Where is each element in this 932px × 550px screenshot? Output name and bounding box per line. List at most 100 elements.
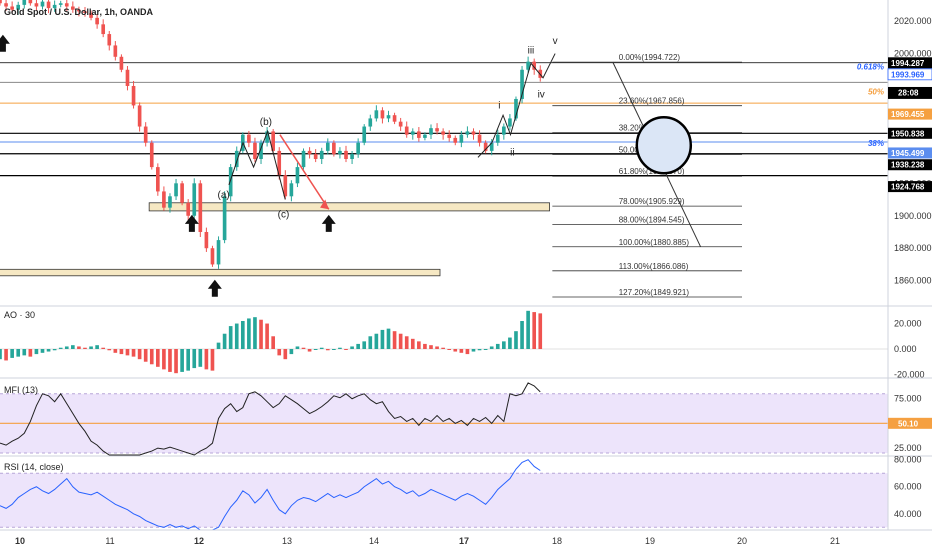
price-label-text: 1950.838 bbox=[891, 129, 925, 138]
candle-body bbox=[64, 3, 69, 7]
ao-bar bbox=[198, 349, 203, 367]
candle-body bbox=[514, 98, 518, 119]
price-label-text: 1924.768 bbox=[891, 183, 925, 192]
ao-bar bbox=[143, 349, 148, 362]
ao-bar bbox=[423, 343, 427, 349]
candle-body bbox=[253, 142, 257, 159]
candle-body bbox=[526, 61, 530, 70]
candle-body bbox=[204, 231, 209, 249]
fib-label: 23.60%(1967.856) bbox=[619, 97, 685, 106]
ao-bar bbox=[162, 349, 166, 370]
candle-body bbox=[325, 142, 330, 151]
ao-bar bbox=[368, 336, 373, 349]
wave-label: iii bbox=[528, 46, 535, 57]
ao-bar bbox=[113, 349, 118, 353]
candle-body bbox=[332, 142, 336, 155]
time-tick-label: 10 bbox=[15, 536, 25, 546]
ao-bar bbox=[453, 349, 458, 352]
candle-body bbox=[386, 115, 391, 119]
ao-bar bbox=[271, 336, 275, 349]
candle-body bbox=[131, 85, 136, 106]
wave-impulse-line bbox=[477, 53, 556, 158]
candle-body bbox=[301, 150, 306, 168]
rsi-tick-label: 40.000 bbox=[894, 509, 922, 519]
ao-bar bbox=[392, 331, 397, 349]
candle-body bbox=[350, 154, 354, 159]
price-label-text: 1993.969 bbox=[891, 70, 925, 79]
candle-body bbox=[489, 142, 494, 151]
candle-body bbox=[52, 4, 57, 9]
red-arrow-line bbox=[279, 134, 330, 210]
ao-bar bbox=[0, 349, 2, 360]
candle-body bbox=[423, 134, 427, 138]
candle-body bbox=[119, 56, 124, 70]
candle-body bbox=[10, 6, 14, 10]
ao-bar bbox=[259, 319, 263, 349]
side-annotation: 38% bbox=[868, 139, 884, 148]
candle-body bbox=[483, 142, 488, 151]
ao-bar bbox=[156, 349, 160, 367]
ao-bar bbox=[489, 346, 494, 349]
main-pane[interactable]: 0.00%(1994.722)23.60%(1967.856)38.20%(19… bbox=[0, 0, 888, 298]
candle-body bbox=[398, 121, 403, 127]
ao-bar bbox=[58, 347, 63, 349]
candle-body bbox=[4, 3, 8, 7]
price-label-text: 1945.499 bbox=[891, 149, 925, 158]
candle-body bbox=[125, 69, 130, 86]
ao-bar bbox=[338, 347, 342, 349]
mfi-line bbox=[0, 382, 541, 456]
candle-body bbox=[429, 128, 433, 135]
ao-bar bbox=[95, 345, 99, 349]
candle-body bbox=[319, 150, 324, 159]
ao-bar bbox=[180, 349, 184, 372]
ao-bar bbox=[495, 343, 500, 349]
candle-body bbox=[283, 175, 288, 197]
candle-body bbox=[34, 3, 39, 7]
wave-label: (a) bbox=[218, 190, 230, 201]
candle-body bbox=[265, 131, 269, 143]
candle-body bbox=[95, 17, 99, 25]
ao-bar bbox=[410, 338, 415, 349]
ao-bar bbox=[380, 329, 385, 349]
highlight-circle bbox=[635, 115, 693, 175]
candle-body bbox=[180, 183, 184, 203]
candle-body bbox=[22, 0, 27, 5]
candle-body bbox=[271, 131, 275, 151]
candle-body bbox=[471, 131, 476, 135]
mfi-tick-label: 75.000 bbox=[894, 394, 922, 404]
candle-body bbox=[508, 118, 512, 127]
ao-bar bbox=[40, 349, 45, 353]
price-label-box bbox=[888, 127, 932, 139]
price-label-text: 1994.287 bbox=[891, 59, 925, 68]
ao-bar bbox=[356, 343, 360, 349]
ao-title: AO · 30 bbox=[4, 310, 35, 320]
ao-bar bbox=[83, 347, 87, 349]
ao-bar bbox=[71, 345, 75, 349]
candle-body bbox=[83, 11, 87, 13]
price-label-box bbox=[888, 108, 932, 120]
candle-body bbox=[174, 183, 178, 197]
ao-bar bbox=[441, 347, 445, 349]
price-label-box bbox=[887, 68, 932, 81]
fib-label: 0.00%(1994.722) bbox=[619, 53, 681, 62]
wave-label: v bbox=[553, 36, 558, 47]
candle-body bbox=[71, 6, 75, 10]
candle-body bbox=[356, 142, 360, 155]
time-tick-label: 14 bbox=[369, 536, 379, 546]
candle-body bbox=[113, 45, 118, 57]
ao-tick-label: 0.000 bbox=[894, 344, 917, 354]
ao-bar bbox=[192, 349, 197, 369]
time-tick-label: 20 bbox=[737, 536, 747, 546]
price-label-box bbox=[888, 159, 932, 171]
candle-body bbox=[453, 137, 458, 143]
candle-body bbox=[247, 134, 251, 143]
ao-bar bbox=[307, 349, 312, 352]
ao-bar bbox=[101, 347, 106, 349]
red-arrow-head bbox=[320, 199, 329, 210]
ao-bar bbox=[186, 349, 191, 371]
ao-bar bbox=[471, 349, 476, 352]
ao-bar bbox=[435, 346, 439, 349]
support-zone bbox=[148, 202, 550, 212]
ao-bar bbox=[247, 318, 251, 349]
